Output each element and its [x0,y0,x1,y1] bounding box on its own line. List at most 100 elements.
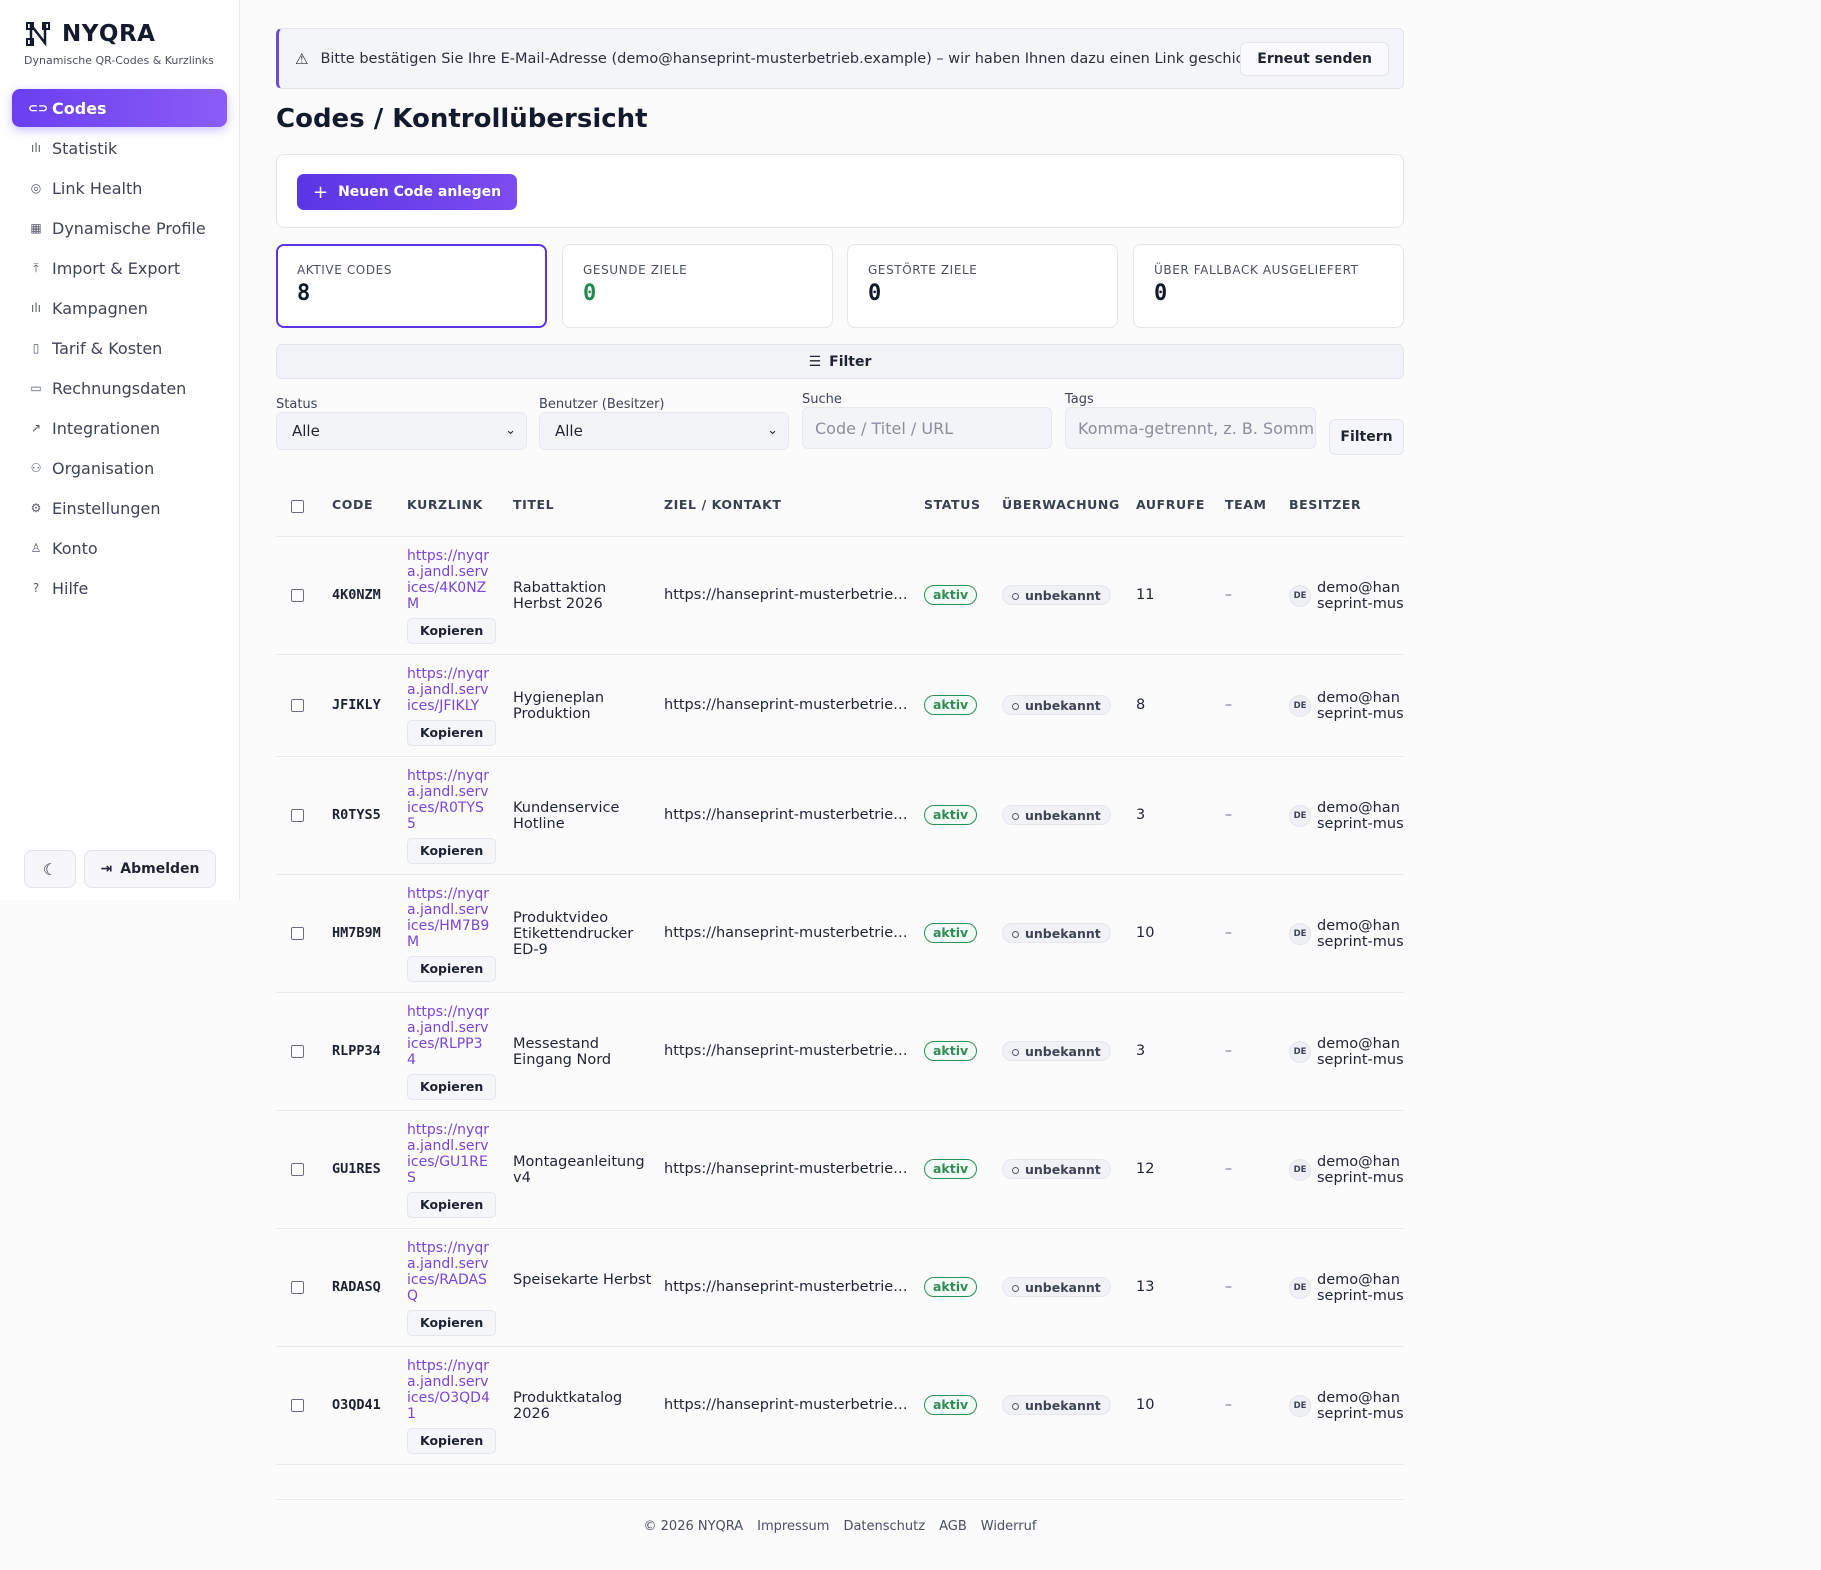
filter-toggle[interactable]: ☰ Filter [276,344,1404,379]
row-checkbox[interactable] [291,809,304,822]
target-url[interactable]: https://hanseprint-musterbetrie… [664,925,908,941]
sidebar-item-statistik[interactable]: ılı Statistik [12,129,227,167]
table-row[interactable]: R0TYS5 https://nyqra.jandl.services/R0TYS… [276,757,1404,875]
th-owner[interactable]: BESITZER [1289,497,1362,512]
views-value: 8 [1136,697,1146,713]
footer-link[interactable]: Widerruf [980,1519,1037,1534]
target-url[interactable]: https://hanseprint-musterbetrie… [664,1043,908,1059]
th-target[interactable]: ZIEL / KONTAKT [664,497,782,512]
select-all-checkbox[interactable] [291,500,304,513]
copy-button[interactable]: Kopieren [407,838,497,864]
new-code-button[interactable]: + Neuen Code anlegen [297,174,518,210]
table-row[interactable]: RADASQ https://nyqra.jandl.services/RADAS… [276,1229,1404,1347]
copy-button[interactable]: Kopieren [407,956,497,982]
row-checkbox[interactable] [291,1281,304,1294]
brand[interactable]: NYQRA [24,20,155,48]
footer-link[interactable]: Datenschutz [843,1519,926,1534]
th-team[interactable]: TEAM [1225,497,1267,512]
th-code[interactable]: CODE [332,497,374,512]
sidebar-item-dynamische-profile[interactable]: ▦ Dynamische Profile [12,209,227,247]
copy-button[interactable]: Kopieren [407,1310,497,1336]
row-checkbox[interactable] [291,589,304,602]
stat-active-codes[interactable]: AKTIVE CODES 8 [276,244,547,328]
table-row[interactable]: JFIKLY https://nyqra.jandl.services/JFIKL… [276,655,1404,757]
target-url[interactable]: https://hanseprint-musterbetrie… [664,807,908,823]
row-checkbox[interactable] [291,699,304,712]
row-checkbox[interactable] [291,927,304,940]
stats-cards: AKTIVE CODES 8 GESUNDE ZIELE 0 GESTÖRTE … [276,244,1404,328]
th-status[interactable]: STATUS [924,497,981,512]
sidebar-item-rechnungsdaten[interactable]: ▭ Rechnungsdaten [12,369,227,407]
stat-fallback-delivered[interactable]: ÜBER FALLBACK AUSGELIEFERT 0 [1133,244,1404,328]
target-url[interactable]: https://hanseprint-musterbetrie… [664,1397,908,1413]
shortlink[interactable]: https://nyqra.jandl.services/RADASQ [407,1240,489,1304]
status-badge: aktiv [924,805,978,825]
circle-icon [1012,1403,1019,1410]
search-input[interactable]: Code / Titel / URL [802,407,1052,449]
row-checkbox[interactable] [291,1163,304,1176]
resend-button[interactable]: Erneut senden [1240,42,1389,76]
table-row[interactable]: HM7B9M https://nyqra.jandl.services/HM7B9… [276,875,1404,993]
tags-input[interactable]: Komma-getrennt, z. B. Sommer [1065,407,1316,449]
table-row[interactable]: O3QD41 https://nyqra.jandl.services/O3QD4… [276,1347,1404,1465]
owner-select[interactable]: Alle ⌄ [539,412,789,450]
sidebar-item-kampagnen[interactable]: ılı Kampagnen [12,289,227,327]
copy-button[interactable]: Kopieren [407,1192,497,1218]
th-monitoring[interactable]: ÜBERWACHUNG [1002,497,1120,512]
owner-email: demo@hanseprint-musterbetrieb.example [1317,1154,1404,1186]
stat-value: 0 [1154,281,1168,306]
copy-button[interactable]: Kopieren [407,618,497,644]
sidebar-item-hilfe[interactable]: ? Hilfe [12,569,227,607]
footer-link[interactable]: AGB [939,1519,967,1534]
theme-toggle-button[interactable]: ☾ [24,850,76,888]
shortlink[interactable]: https://nyqra.jandl.services/JFIKLY [407,666,489,714]
row-checkbox[interactable] [291,1045,304,1058]
status-select[interactable]: Alle ⌄ [276,412,527,450]
users-icon: ⚇ [30,461,42,475]
target-url[interactable]: https://hanseprint-musterbetrie… [664,1279,908,1295]
shortlink[interactable]: https://nyqra.jandl.services/R0TYS5 [407,768,489,832]
copyright: © 2026 NYQRA [643,1519,744,1534]
sidebar-item-konto[interactable]: ♙ Konto [12,529,227,567]
title-value: Produktkatalog 2026 [513,1390,623,1422]
shortlink[interactable]: https://nyqra.jandl.services/O3QD41 [407,1358,490,1422]
footer-link[interactable]: Impressum [757,1519,830,1534]
status-badge: aktiv [924,1395,978,1415]
sidebar-item-tarif-kosten[interactable]: ▯ Tarif & Kosten [12,329,227,367]
shortlink[interactable]: https://nyqra.jandl.services/4K0NZM [407,548,489,612]
gear-icon: ⚙ [30,501,42,515]
th-views[interactable]: AUFRUFE [1136,497,1206,512]
table-row[interactable]: RLPP34 https://nyqra.jandl.services/RLPP3… [276,993,1404,1111]
stat-healthy-targets[interactable]: GESUNDE ZIELE 0 [562,244,833,328]
shortlink[interactable]: https://nyqra.jandl.services/GU1RES [407,1122,489,1186]
team-value: – [1225,1161,1232,1177]
owner-cell: DE demo@hanseprint-musterbetrieb.example [1289,690,1405,722]
code-value: GU1RES [332,1161,381,1177]
sidebar-item-organisation[interactable]: ⚇ Organisation [12,449,227,487]
sidebar-item-link-health[interactable]: ◎ Link Health [12,169,227,207]
table-row[interactable]: 4K0NZM https://nyqra.jandl.services/4K0NZ… [276,537,1404,655]
logout-button[interactable]: ⇥ Abmelden [84,850,216,888]
target-url[interactable]: https://hanseprint-musterbetrie… [664,587,908,603]
sidebar-item-integrationen[interactable]: ↗ Integrationen [12,409,227,447]
shortlink[interactable]: https://nyqra.jandl.services/RLPP34 [407,1004,489,1068]
table-row[interactable]: GU1RES https://nyqra.jandl.services/GU1RE… [276,1111,1404,1229]
copy-button[interactable]: Kopieren [407,1428,497,1454]
stat-broken-targets[interactable]: GESTÖRTE ZIELE 0 [847,244,1118,328]
sidebar-item-import-export[interactable]: ⤒ Import & Export [12,249,227,287]
owner-value: demo@hanseprint-musterbetrieb.example [1317,580,1405,612]
sidebar-item-codes[interactable]: ⊂⊃ Codes [12,89,227,127]
copy-button[interactable]: Kopieren [407,1074,497,1100]
row-checkbox[interactable] [291,1399,304,1412]
title-value: Produktvideo Etikettendrucker ED-9 [513,910,634,958]
target-url[interactable]: https://hanseprint-musterbetrie… [664,697,908,713]
filter-submit-button[interactable]: Filtern [1329,419,1404,455]
target-url[interactable]: https://hanseprint-musterbetrie… [664,1161,908,1177]
sidebar-item-einstellungen[interactable]: ⚙ Einstellungen [12,489,227,527]
th-shortlink[interactable]: KURZLINK [407,497,483,512]
th-title[interactable]: TITEL [513,497,555,512]
shortlink[interactable]: https://nyqra.jandl.services/HM7B9M [407,886,490,950]
copy-button[interactable]: Kopieren [407,720,497,746]
circle-icon [1012,813,1019,820]
stat-label: AKTIVE CODES [297,263,393,277]
